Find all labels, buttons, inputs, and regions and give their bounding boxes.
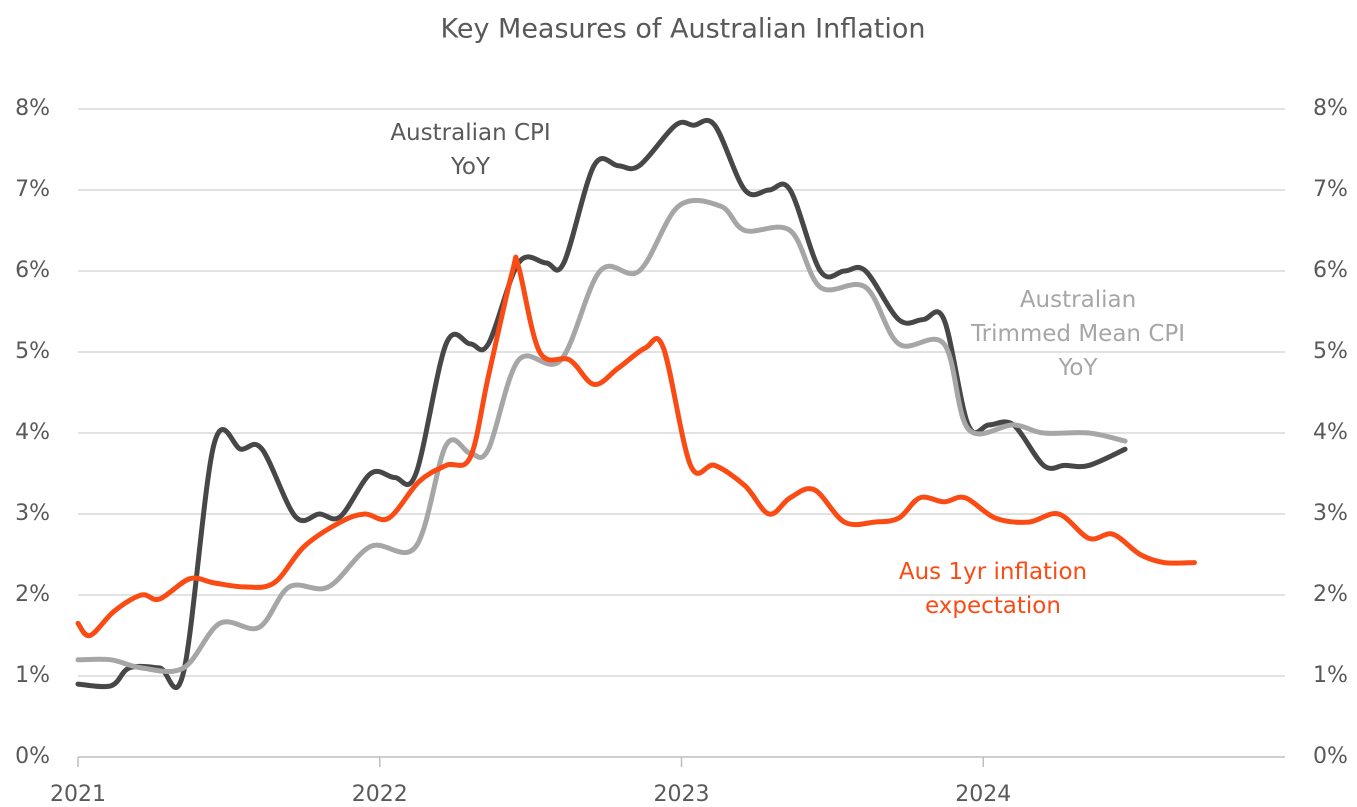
y-tick-label: 4%: [15, 420, 50, 445]
y2-tick-label: 6%: [1313, 258, 1348, 283]
y2-tick-label: 8%: [1313, 96, 1348, 121]
x-tick-label: 2021: [50, 782, 106, 807]
y-tick-label: 0%: [15, 744, 50, 769]
x-tick-label: 2023: [654, 782, 710, 807]
x-tick-label: 2022: [352, 782, 408, 807]
y2-tick-label: 3%: [1313, 501, 1348, 526]
y2-tick-label: 0%: [1313, 744, 1348, 769]
chart-title: Key Measures of Australian Inflation: [440, 14, 925, 45]
y-tick-label: 6%: [15, 258, 50, 283]
y2-tick-label: 1%: [1313, 663, 1348, 688]
y-tick-label: 7%: [15, 177, 50, 202]
series-line: [75, 197, 1128, 675]
series-line: [75, 254, 1197, 639]
y-tick-label: 5%: [15, 339, 50, 364]
y2-tick-label: 2%: [1313, 582, 1348, 607]
x-tick-label: 2024: [955, 782, 1011, 807]
y2-tick-label: 7%: [1313, 177, 1348, 202]
y-tick-label: 1%: [15, 663, 50, 688]
series-label: Australian Trimmed Mean CPI YoY: [970, 287, 1186, 381]
series-label: Australian CPI YoY: [390, 120, 551, 180]
y2-tick-label: 5%: [1313, 339, 1348, 364]
series-line: [75, 117, 1128, 691]
y2-tick-label: 4%: [1313, 420, 1348, 445]
y-tick-label: 2%: [15, 582, 50, 607]
y-tick-label: 8%: [15, 96, 50, 121]
y-tick-label: 3%: [15, 501, 50, 526]
series-label: Aus 1yr inflation expectation: [898, 559, 1088, 619]
